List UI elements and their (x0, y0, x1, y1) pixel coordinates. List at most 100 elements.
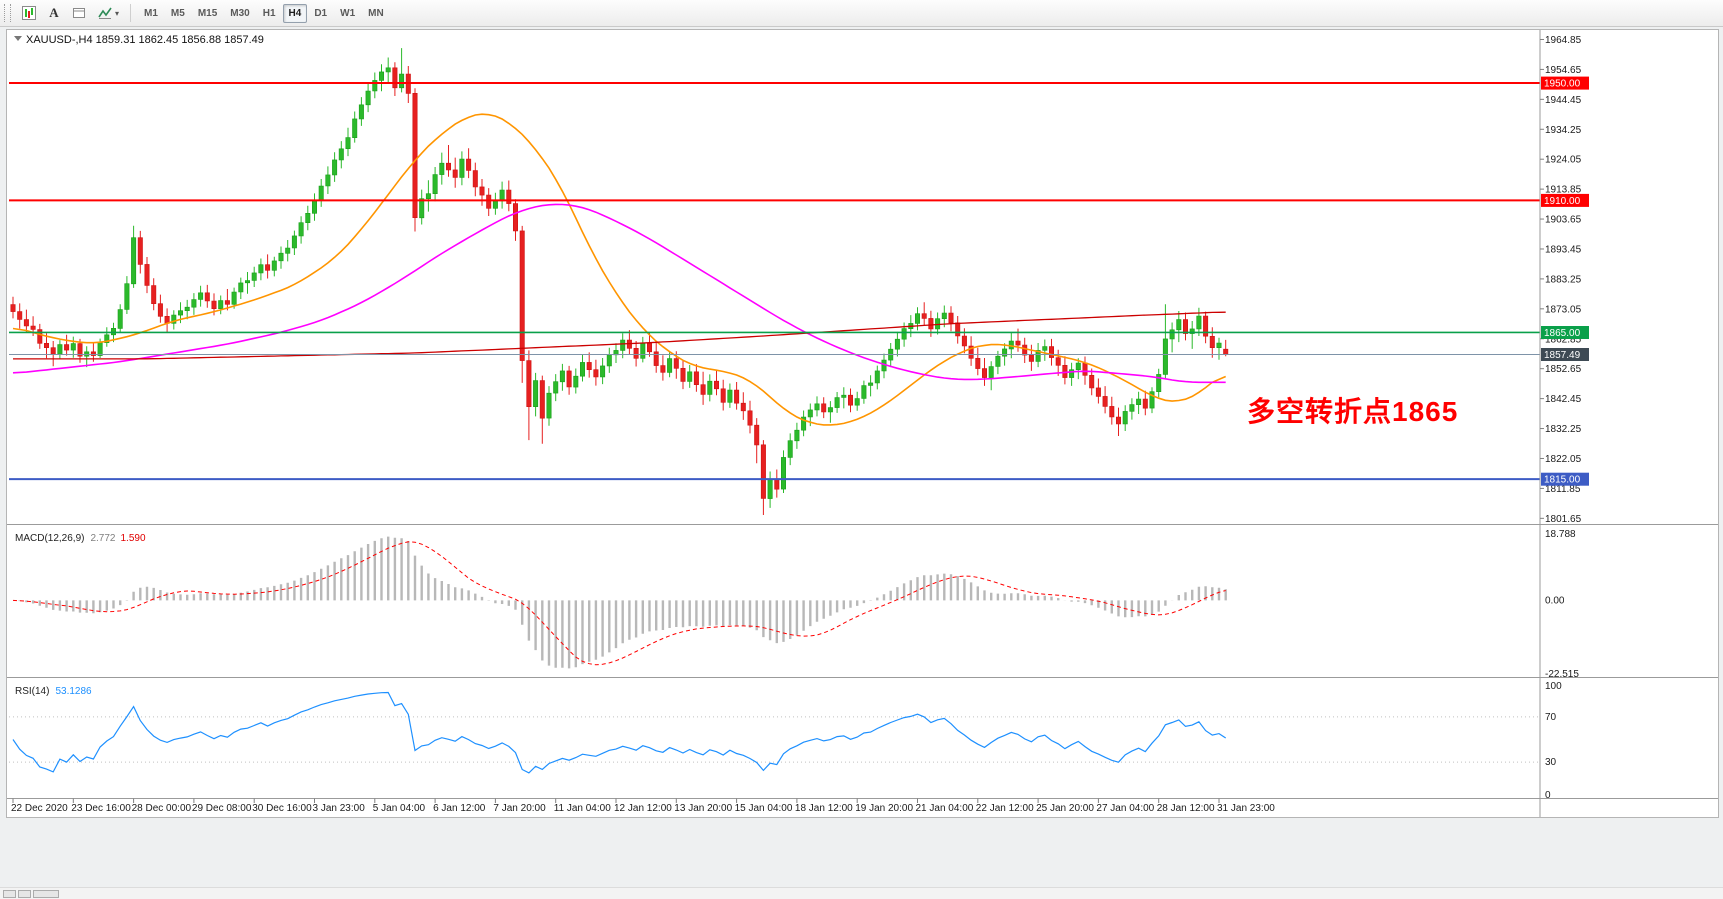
price-tick-label: 1893.45 (1545, 245, 1582, 256)
time-label: 31 Jan 23:00 (1217, 803, 1275, 814)
chart-window[interactable]: 1964.85 1954.65 1944.45 1934.25 1924.05 1913.… (6, 29, 1719, 818)
time-label: 19 Jan 20:00 (855, 803, 913, 814)
level-lines-layer (9, 82, 1540, 481)
up-candle-wicks (59, 48, 1220, 508)
mini-chart-icon (22, 6, 36, 20)
tab-scroll-left-button[interactable] (3, 890, 16, 898)
chart-title-ohlc: XAUUSD-,H4 1859.31 1862.45 1856.88 1857.… (26, 34, 264, 46)
chart-tab[interactable] (33, 890, 59, 898)
time-scale-surface[interactable] (7, 799, 1540, 817)
price-tick-label: 1944.45 (1545, 95, 1582, 106)
indicators-button[interactable]: ▾ (93, 3, 123, 24)
price-tick-label: 1954.65 (1545, 65, 1582, 76)
timeframe-button-MN[interactable]: MN (362, 4, 390, 23)
time-label: 6 Jan 12:00 (433, 803, 486, 814)
time-label: 27 Jan 04:00 (1096, 803, 1154, 814)
annotation-text[interactable]: 多空转折点1865 (1247, 396, 1459, 427)
time-label: 22 Jan 12:00 (976, 803, 1034, 814)
time-label: 15 Jan 04:00 (735, 803, 793, 814)
time-label: 13 Jan 20:00 (674, 803, 732, 814)
timeframe-button-D1[interactable]: D1 (308, 4, 333, 23)
down-candle-wicks (12, 62, 1227, 515)
time-label: 21 Jan 04:00 (916, 803, 974, 814)
chart-window-button[interactable] (67, 3, 91, 24)
moving-averages-layer (12, 113, 1227, 426)
time-label: 11 Jan 04:00 (554, 803, 612, 814)
time-label: 22 Dec 2020 (11, 803, 68, 814)
price-tick-label: 1883.25 (1545, 274, 1582, 285)
price-level-box (1541, 326, 1589, 339)
collapse-triangle-icon[interactable] (14, 36, 22, 41)
price-level-box (1541, 193, 1589, 207)
price-tick-label: 1842.45 (1545, 394, 1582, 405)
axes-layer: 1964.85 1954.65 1944.45 1934.25 1924.05 1913.… (7, 30, 1718, 817)
toolbar-grip[interactable] (4, 4, 11, 22)
time-label: 3 Jan 23:00 (313, 803, 366, 814)
time-label: 23 Dec 16:00 (71, 803, 131, 814)
price-tick-label: 1801.65 (1545, 514, 1582, 525)
timeframe-button-M15[interactable]: M15 (192, 4, 223, 23)
price-tick-label: 1832.25 (1545, 424, 1582, 435)
rsi-scale-label: 70 (1545, 712, 1557, 723)
price-level-box-label: 1857.49 (1544, 350, 1581, 361)
price-tick-label: 1903.65 (1545, 215, 1582, 226)
timeframe-button-M30[interactable]: M30 (224, 4, 255, 23)
down-candle-bodies (10, 67, 1229, 499)
timeframe-toolbar: M1 M5 M15 M30 H1 H4 D1 W1 MN (138, 3, 390, 23)
timeframe-button-H1[interactable]: H1 (257, 4, 282, 23)
indicator-panels-layer (9, 536, 1540, 774)
price-level-box-label: 1910.00 (1544, 196, 1581, 207)
macd-signal-value: 1.590 (121, 533, 146, 544)
candles-layer (10, 48, 1229, 515)
rsi-value: 53.1286 (55, 686, 92, 697)
time-label: 28 Jan 12:00 (1157, 803, 1215, 814)
timeframe-button-M5[interactable]: M5 (165, 4, 191, 23)
cursor-tool-button[interactable]: A (43, 3, 65, 24)
timeframe-button-M1[interactable]: M1 (138, 4, 164, 23)
price-level-box-label: 1950.00 (1544, 79, 1581, 90)
price-level-box (1541, 348, 1589, 361)
price-tick-label: 1873.05 (1545, 304, 1582, 315)
price-level-box-label: 1865.00 (1544, 328, 1581, 339)
timeframe-button-H4[interactable]: H4 (282, 3, 308, 23)
time-label: 18 Jan 12:00 (795, 803, 853, 814)
rsi-name: RSI(14) (15, 686, 49, 697)
macd-name: MACD(12,26,9) (15, 533, 84, 544)
time-label: 5 Jan 04:00 (373, 803, 426, 814)
toolbar: A ▾ M1 M5 M15 M30 H1 H4 D1 W1 MN (0, 0, 1723, 27)
rsi-line (12, 691, 1227, 774)
macd-scale-zero: 0.00 (1545, 595, 1565, 606)
price-scale-surface[interactable] (1540, 30, 1718, 798)
time-label: 30 Dec 16:00 (252, 803, 312, 814)
macd-scale-top: 18.788 (1545, 529, 1576, 540)
ma-mid-magenta (12, 203, 1226, 384)
price-tick-label: 1913.85 (1545, 185, 1582, 196)
price-tick-label: 1811.85 (1545, 484, 1581, 495)
chart-canvas: 1964.85 1954.65 1944.45 1934.25 1924.05 1913.… (7, 30, 1718, 817)
new-chart-button[interactable] (17, 3, 41, 24)
time-label: 28 Dec 00:00 (132, 803, 192, 814)
macd-label: MACD(12,26,9) 2.772 1.590 (15, 533, 146, 544)
macd-scale-bottom: -22.515 (1545, 669, 1579, 680)
price-tick-label: 1934.25 (1545, 125, 1582, 136)
rsi-scale-label: 100 (1545, 681, 1562, 692)
toolbar-separator (130, 4, 132, 22)
window-frame-icon (73, 8, 85, 18)
price-tick-label: 1924.05 (1545, 155, 1582, 166)
macd-main-value: 2.772 (90, 533, 115, 544)
price-level-box (1541, 472, 1589, 486)
up-candle-bodies (57, 67, 1222, 499)
rsi-scale-label: 0 (1545, 790, 1551, 801)
timeframe-button-W1[interactable]: W1 (334, 4, 361, 23)
rsi-scale-label: 30 (1545, 757, 1557, 768)
macd-histogram (18, 536, 1227, 669)
indicators-icon (98, 7, 112, 19)
time-label: 25 Jan 20:00 (1036, 803, 1094, 814)
price-level-box (1541, 76, 1589, 90)
time-label: 7 Jan 20:00 (493, 803, 546, 814)
time-label: 12 Jan 12:00 (614, 803, 672, 814)
tab-scroll-right-button[interactable] (18, 890, 31, 898)
ma-slow-red (13, 311, 1226, 360)
price-tick-label: 1822.05 (1545, 454, 1582, 465)
